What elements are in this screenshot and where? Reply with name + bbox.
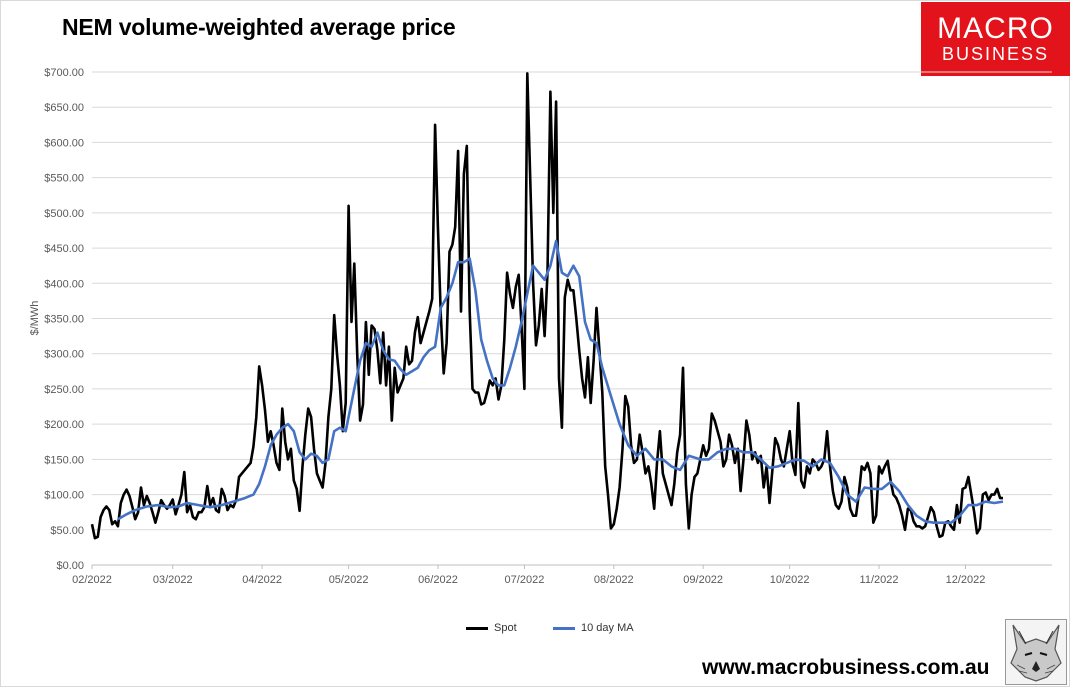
chart-legend: Spot 10 day MA — [0, 618, 1072, 638]
y-tick-label: $0.00 — [56, 560, 84, 572]
y-tick-label: $600.00 — [44, 137, 84, 149]
y-tick-label: $200.00 — [44, 419, 84, 431]
y-tick-label: $500.00 — [44, 208, 84, 220]
series-lines — [90, 72, 1004, 540]
legend-item-spot: Spot — [466, 618, 517, 638]
y-tick-label: $400.00 — [44, 278, 84, 290]
x-tick-label: 04/2022 — [242, 574, 282, 586]
y-tick-label: $100.00 — [44, 490, 84, 502]
series-line-spot — [90, 72, 1003, 540]
x-tick-label: 08/2022 — [594, 574, 634, 586]
x-tick-labels: 02/2022 03/2022 04/2022 05/2022 06/2022 07/20… — [72, 565, 985, 586]
chart-title: NEM volume-weighted average price — [62, 14, 456, 40]
y-tick-label: $350.00 — [44, 314, 84, 326]
y-tick-label: $700.00 — [44, 67, 84, 79]
footer-url: www.macrobusiness.com.au — [702, 656, 990, 679]
x-tick-label: 06/2022 — [418, 574, 458, 586]
x-tick-label: 03/2022 — [153, 574, 193, 586]
x-tick-label: 12/2022 — [946, 574, 986, 586]
x-tick-label: 09/2022 — [683, 574, 723, 586]
y-tick-label: $450.00 — [44, 243, 84, 255]
macrobusiness-logo: MACRO BUSINESS — [921, 2, 1070, 76]
legend-swatch-spot — [466, 626, 488, 630]
legend-label-ma: 10 day MA — [581, 622, 634, 634]
logo-line-1: MACRO — [937, 12, 1054, 45]
legend-item-ma: 10 day MA — [553, 618, 634, 638]
x-tick-label: 10/2022 — [770, 574, 810, 586]
x-tick-label: 02/2022 — [72, 574, 112, 586]
line-chart: $0.00 $50.00 $100.00 $150.00 $200.00 $250.00 $… — [29, 67, 1052, 586]
y-tick-label: $150.00 — [44, 454, 84, 466]
y-tick-labels: $0.00 $50.00 $100.00 $150.00 $200.00 $250.00 $… — [44, 67, 84, 572]
fox-logo-icon — [1005, 619, 1067, 685]
y-tick-label: $550.00 — [44, 173, 84, 185]
logo-line-2: BUSINESS — [941, 44, 1050, 64]
x-tick-label: 11/2022 — [860, 574, 899, 586]
y-tick-label: $250.00 — [44, 384, 84, 396]
x-tick-label: 07/2022 — [505, 574, 545, 586]
y-tick-label: $50.00 — [50, 525, 84, 537]
y-tick-label: $300.00 — [44, 349, 84, 361]
y-tick-label: $650.00 — [44, 102, 84, 114]
series-line-10-day-ma — [117, 239, 1004, 525]
legend-swatch-ma — [553, 626, 575, 630]
gridlines — [92, 71, 1052, 566]
x-tick-label: 05/2022 — [329, 574, 369, 586]
y-axis-label: $/MWh — [29, 301, 41, 336]
legend-label-spot: Spot — [494, 622, 517, 634]
